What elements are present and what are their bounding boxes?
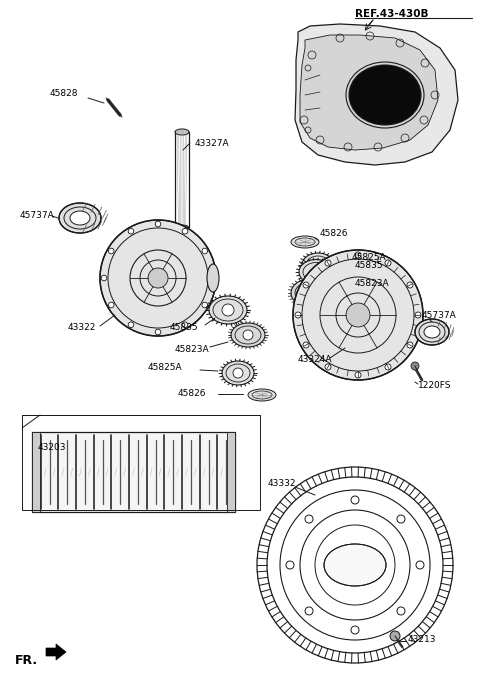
Circle shape [385,364,391,370]
Circle shape [182,322,188,328]
Circle shape [355,372,361,378]
Bar [22,415,260,510]
Circle shape [305,607,313,615]
Text: 45826: 45826 [320,228,348,237]
Text: 45825A: 45825A [352,252,386,261]
Circle shape [407,282,413,288]
Circle shape [100,220,216,336]
Circle shape [416,561,424,569]
Text: 43324A: 43324A [298,355,333,364]
Ellipse shape [207,264,219,292]
Bar [227,432,235,512]
Circle shape [202,248,207,254]
Circle shape [385,260,391,266]
Polygon shape [46,644,66,660]
Text: 45828: 45828 [50,88,79,97]
Circle shape [108,248,114,254]
Ellipse shape [324,544,386,586]
Circle shape [351,496,359,504]
Circle shape [101,275,107,281]
Text: 45835: 45835 [170,324,199,333]
Ellipse shape [209,296,247,324]
Circle shape [128,228,134,234]
Circle shape [209,275,215,281]
Bar [32,432,40,512]
Circle shape [305,288,315,298]
Circle shape [303,342,309,348]
Text: 43322: 43322 [68,324,96,333]
Circle shape [222,304,234,316]
Text: 43327A: 43327A [195,139,229,147]
Ellipse shape [299,259,333,285]
Circle shape [390,631,400,641]
Text: 45825A: 45825A [148,362,182,372]
Circle shape [305,515,313,523]
Text: REF.43-430B: REF.43-430B [355,9,429,19]
Polygon shape [300,35,438,150]
Circle shape [293,250,423,380]
Ellipse shape [222,361,254,385]
Ellipse shape [231,323,265,347]
Circle shape [355,252,361,258]
Circle shape [325,364,331,370]
Text: 45823A: 45823A [175,346,210,355]
Polygon shape [295,24,458,165]
Circle shape [243,330,253,340]
Circle shape [128,322,134,328]
Circle shape [155,221,161,227]
Circle shape [325,260,331,266]
Ellipse shape [302,253,334,277]
Text: 43213: 43213 [408,635,436,645]
Circle shape [202,303,207,308]
Ellipse shape [248,389,276,401]
Circle shape [148,268,168,288]
Ellipse shape [415,319,449,345]
Text: 45835: 45835 [355,261,384,270]
Circle shape [286,561,294,569]
Text: FR.: FR. [15,654,38,667]
Circle shape [397,607,405,615]
Text: 45826: 45826 [178,388,206,397]
Circle shape [351,626,359,634]
Circle shape [407,342,413,348]
Text: 45737A: 45737A [20,211,55,220]
Ellipse shape [424,326,440,338]
Text: 43332: 43332 [268,480,297,488]
Circle shape [250,460,460,670]
Ellipse shape [349,65,421,125]
Text: 45737A: 45737A [422,311,457,320]
Ellipse shape [175,129,189,135]
Circle shape [415,312,421,318]
Ellipse shape [291,236,319,248]
Text: 1220FS: 1220FS [418,381,452,390]
Ellipse shape [70,211,90,225]
Circle shape [295,312,301,318]
Bar [32,432,235,512]
Ellipse shape [291,279,329,307]
Circle shape [313,260,323,270]
Circle shape [182,228,188,234]
Text: 45823A: 45823A [355,279,390,289]
Circle shape [411,362,419,370]
Circle shape [303,282,309,288]
Circle shape [108,303,114,308]
Ellipse shape [175,225,189,231]
Circle shape [397,515,405,523]
Circle shape [155,329,161,335]
Text: 43203: 43203 [38,442,67,451]
Ellipse shape [59,203,101,233]
Circle shape [233,368,243,378]
Circle shape [346,303,370,327]
